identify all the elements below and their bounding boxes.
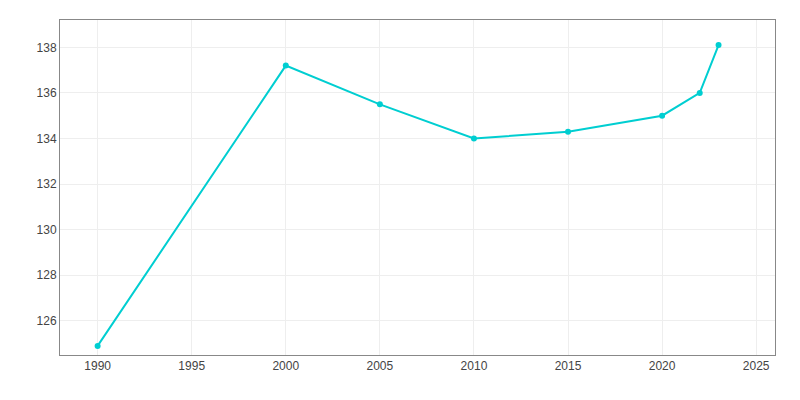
svg-text:134: 134 — [37, 132, 57, 146]
svg-text:2005: 2005 — [367, 359, 394, 373]
svg-text:2010: 2010 — [461, 359, 488, 373]
svg-text:2000: 2000 — [272, 359, 299, 373]
svg-text:132: 132 — [37, 177, 57, 191]
svg-text:126: 126 — [37, 314, 57, 328]
svg-text:136: 136 — [37, 86, 57, 100]
svg-text:2015: 2015 — [555, 359, 582, 373]
svg-text:138: 138 — [37, 41, 57, 55]
svg-text:2025: 2025 — [743, 359, 770, 373]
svg-text:130: 130 — [37, 223, 57, 237]
svg-text:1990: 1990 — [84, 359, 111, 373]
svg-text:1995: 1995 — [178, 359, 205, 373]
svg-text:128: 128 — [37, 268, 57, 282]
svg-text:2020: 2020 — [649, 359, 676, 373]
